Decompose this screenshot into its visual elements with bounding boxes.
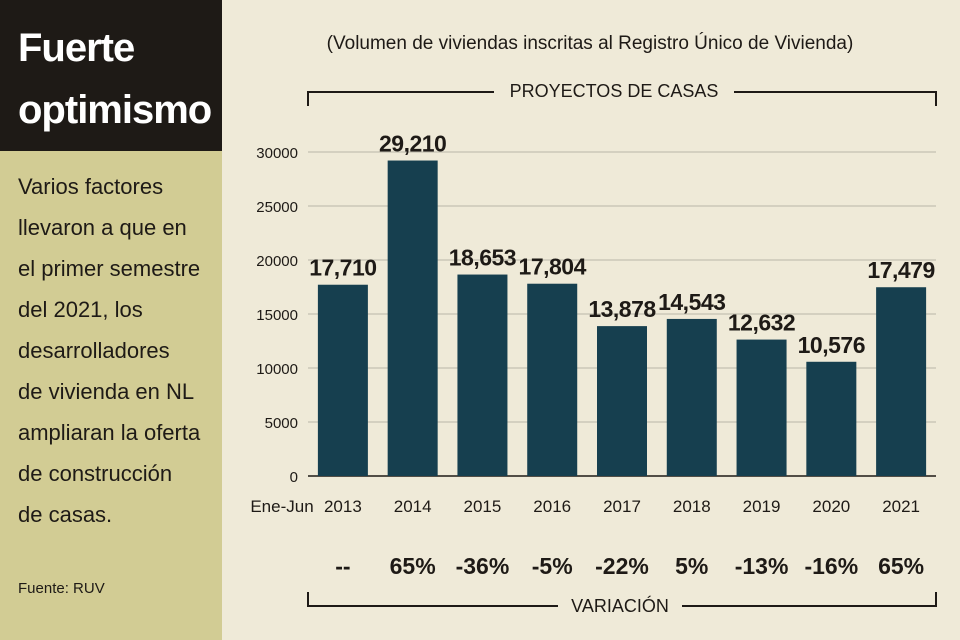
description-line-8: de construcción bbox=[18, 461, 173, 486]
value-label: 17,479 bbox=[867, 257, 934, 283]
x-tick-label: 2015 bbox=[464, 497, 502, 516]
bar bbox=[597, 326, 647, 476]
bar bbox=[527, 283, 578, 476]
chart-panel: (Volumen de viviendas inscritas al Regis… bbox=[222, 0, 960, 640]
variation-value: 65% bbox=[878, 553, 924, 579]
headline-line-1: Fuerte bbox=[18, 26, 135, 70]
description-line-7: ampliaran la oferta bbox=[18, 420, 201, 445]
x-prefix-label: Ene-Jun bbox=[250, 497, 313, 516]
variation-values: -- 65% -36% -5% -22% 5% -13% -16% 65% bbox=[335, 553, 924, 579]
y-tick-label: 10000 bbox=[256, 361, 298, 378]
chart-subtitle: (Volumen de viviendas inscritas al Regis… bbox=[327, 32, 854, 54]
variation-value: -22% bbox=[595, 553, 649, 579]
description-line-6: de vivienda en NL bbox=[18, 379, 195, 404]
bar bbox=[876, 287, 927, 476]
bar bbox=[457, 274, 508, 476]
x-tick-label: 2019 bbox=[743, 497, 781, 516]
description-line-1: Varios factores bbox=[18, 174, 164, 199]
bottom-bracket bbox=[307, 592, 937, 607]
y-tick-label: 20000 bbox=[256, 253, 298, 270]
x-tick-label: 2013 bbox=[324, 497, 362, 516]
description-line-9: de casas. bbox=[18, 502, 113, 527]
x-tick-label: 2018 bbox=[673, 497, 711, 516]
y-tick-label: 30000 bbox=[256, 145, 298, 162]
value-label: 18,653 bbox=[449, 245, 516, 271]
chart-title: PROYECTOS DE CASAS bbox=[510, 81, 719, 101]
variation-label: VARIACIÓN bbox=[571, 595, 669, 616]
title-box: Fuerte optimismo bbox=[0, 0, 222, 151]
value-label: 14,543 bbox=[658, 289, 725, 315]
x-tick-label: 2021 bbox=[882, 497, 920, 516]
source-note: Fuente: RUV bbox=[18, 580, 105, 597]
value-label: 10,576 bbox=[798, 332, 865, 358]
x-tick-label: 2014 bbox=[394, 497, 432, 516]
value-label: 13,878 bbox=[588, 296, 656, 322]
variation-value: -16% bbox=[804, 553, 858, 579]
variation-value: -13% bbox=[735, 553, 789, 579]
x-tick-label: 2020 bbox=[812, 497, 850, 516]
variation-value: 65% bbox=[390, 553, 436, 579]
bar bbox=[317, 284, 368, 476]
variation-value: -5% bbox=[532, 553, 573, 579]
bars bbox=[317, 160, 927, 477]
variation-value: -- bbox=[335, 553, 350, 579]
y-tick-label: 25000 bbox=[256, 199, 298, 216]
bar bbox=[736, 339, 787, 476]
value-label: 29,210 bbox=[379, 131, 446, 157]
value-label: 17,710 bbox=[309, 255, 376, 281]
description-line-5: desarrolladores bbox=[18, 338, 170, 363]
y-tick-label: 5000 bbox=[265, 415, 298, 432]
headline-line-2: optimismo bbox=[18, 88, 212, 132]
value-label: 12,632 bbox=[728, 310, 795, 336]
x-tick-labels: 2013 2014 2015 2016 2017 2018 2019 2020 2021 bbox=[324, 497, 920, 516]
x-tick-label: 2017 bbox=[603, 497, 641, 516]
bar-chart: (Volumen de viviendas inscritas al Regis… bbox=[250, 32, 937, 616]
top-bracket bbox=[307, 91, 937, 106]
y-tick-label: 0 bbox=[290, 469, 298, 486]
sidebar: Fuerte optimismo Varios factores llevaro… bbox=[0, 0, 222, 640]
y-tick-labels: 0 5000 10000 15000 20000 25000 30000 bbox=[256, 145, 298, 486]
value-label: 17,804 bbox=[519, 254, 587, 280]
description-line-3: el primer semestre bbox=[18, 256, 201, 281]
bar bbox=[806, 361, 857, 476]
bar bbox=[666, 318, 717, 476]
variation-value: -36% bbox=[456, 553, 510, 579]
y-tick-label: 15000 bbox=[256, 307, 298, 324]
description-line-4: del 2021, los bbox=[18, 297, 143, 322]
variation-value: 5% bbox=[675, 553, 708, 579]
description-line-2: llevaron a que en bbox=[18, 215, 187, 240]
x-tick-label: 2016 bbox=[533, 497, 571, 516]
bar bbox=[387, 160, 438, 477]
